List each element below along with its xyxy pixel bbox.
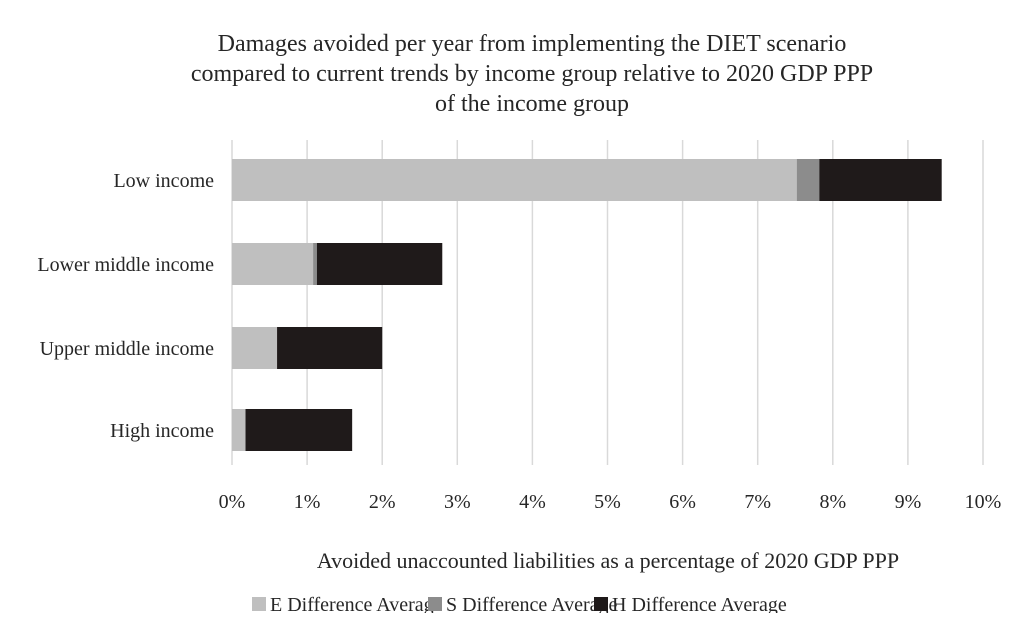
x-tick-label: 8% [819,491,846,513]
bar-segment [232,327,278,369]
x-tick-label: 1% [294,491,321,513]
legend-swatch [594,597,608,611]
x-tick-label: 2% [369,491,396,513]
legend-label: H Difference Average [612,594,787,613]
legend-swatch [428,597,442,611]
bar-segment [819,159,942,201]
chart-title-line-3: of the income group [435,91,629,117]
y-category-label: High income [110,420,214,442]
bar-segment [232,243,314,285]
legend: E Difference Average S Difference Average… [252,594,787,616]
x-axis-title: Avoided unaccounted liabilities as a per… [317,548,899,573]
x-tick-label: 0% [219,491,246,513]
bar-segment [277,327,383,369]
chart-title-line-2: compared to current trends by income gro… [191,61,873,87]
y-axis-labels: Low income Lower middle income Upper middl… [37,170,214,442]
x-tick-label: 7% [744,491,771,513]
legend-label: E Difference Average [270,594,443,613]
x-axis-tick-labels: 0% 1% 2% 3% 4% 5% 6% 7% 8% 9% 10% [219,491,1002,513]
y-category-label: Upper middle income [40,338,215,360]
bar-segment [232,159,797,201]
x-tick-label: 6% [669,491,696,513]
bar-segment [796,159,820,201]
bar-segment [313,243,317,285]
y-category-label: Lower middle income [37,254,214,276]
legend-swatch [252,597,266,611]
chart-title-line-1: Damages avoided per year from implementi… [218,31,847,57]
bar-segment [245,409,353,451]
bar-segment [316,243,443,285]
x-tick-label: 10% [965,491,1002,513]
bars [232,159,942,451]
chart-title: Damages avoided per year from implementi… [191,31,873,117]
y-category-label: Low income [113,170,214,192]
legend-label: S Difference Average [446,594,618,613]
bar-segment [232,409,246,451]
x-tick-label: 5% [594,491,621,513]
x-tick-label: 3% [444,491,471,513]
x-tick-label: 9% [895,491,922,513]
x-tick-label: 4% [519,491,546,513]
